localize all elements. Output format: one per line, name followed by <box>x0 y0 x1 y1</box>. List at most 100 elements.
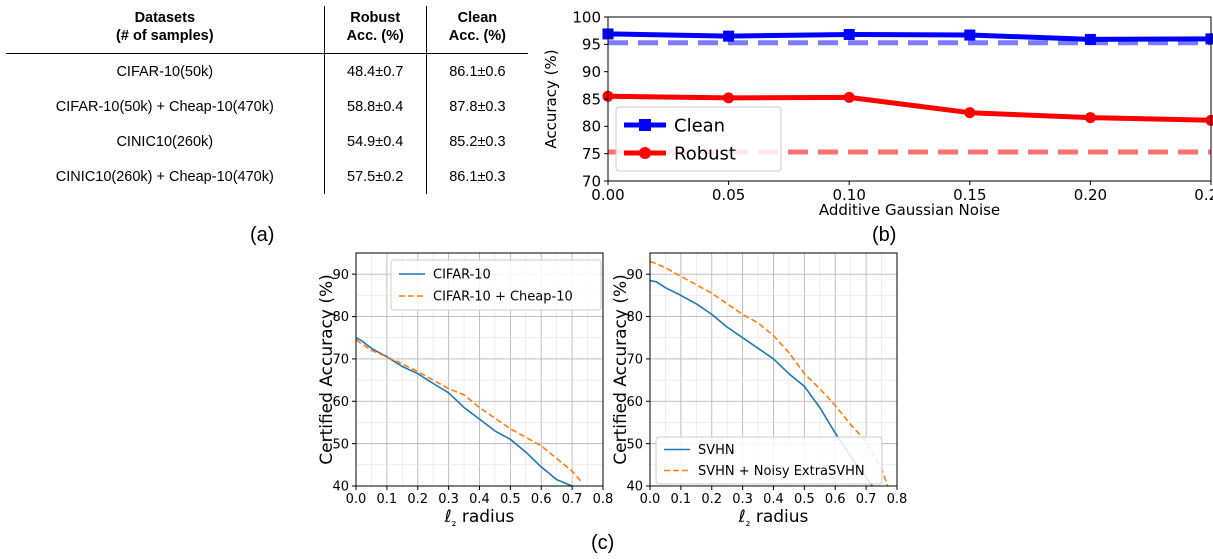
data-point <box>964 107 976 119</box>
cell-dataset: CIFAR-10(50k) + Cheap-10(470k) <box>55 98 274 115</box>
x-tick-label: 0.4 <box>469 492 490 507</box>
x-tick-label: 0.2 <box>407 492 428 507</box>
cell-clean: 87.8±0.3 <box>425 89 528 124</box>
y-tick-label: 95 <box>582 36 601 54</box>
x-tick-label: 0.05 <box>712 186 745 204</box>
data-point <box>723 92 735 104</box>
data-point <box>1205 33 1213 45</box>
series-line-robust <box>607 93 1212 123</box>
x-tick-label: 0.5 <box>500 492 521 507</box>
y-axis-label: Certified Accuracy (%) <box>612 274 631 465</box>
series-line-svhn-noisy-extrasvhn <box>649 260 889 487</box>
x-tick-label: 0.0 <box>640 492 661 507</box>
panel-label-b: (b) <box>872 224 897 246</box>
legend-label-robust: Robust <box>674 143 736 164</box>
y-axis-label: Accuracy (%) <box>542 49 560 148</box>
header-datasets: Datasets (# of samples) <box>116 10 214 44</box>
x-tick-label: 0.00 <box>591 186 624 204</box>
header-clean-acc: Clean Acc. (%) <box>425 6 528 54</box>
panel-label-c: (c) <box>591 532 615 554</box>
y-axis-label: Certified Accuracy (%) <box>318 274 337 465</box>
cell-robust: 54.9±0.4 <box>323 124 427 159</box>
y-tick-label: 90 <box>626 268 643 283</box>
data-point <box>843 28 855 40</box>
y-tick-label: 50 <box>332 437 349 452</box>
x-tick-label: 0.1 <box>377 492 398 507</box>
y-tick-label: 40 <box>626 480 643 495</box>
y-tick-label: 90 <box>332 268 349 283</box>
legend-box <box>390 259 602 311</box>
legend-marker <box>639 147 651 159</box>
data-point <box>1084 33 1096 45</box>
x-tick-label: 0.8 <box>887 492 908 507</box>
y-tick-label: 75 <box>582 145 601 163</box>
panel-label-a: (a) <box>250 224 275 246</box>
x-tick-label: 0.25 <box>1194 186 1213 204</box>
header-robust-acc: Robust Acc. (%) <box>323 6 427 54</box>
data-point <box>843 91 855 103</box>
cell-dataset: CINIC10(260k) <box>116 133 214 150</box>
x-tick-label: 0.3 <box>732 492 753 507</box>
x-tick-label: 0.8 <box>593 492 614 507</box>
y-tick-label: 80 <box>626 310 643 325</box>
table-row: CIFAR-10(50k) 48.4±0.7 86.1±0.6 <box>6 53 528 89</box>
table-row: CIFAR-10(50k) + Cheap-10(470k) 58.8±0.4 … <box>6 89 528 124</box>
y-tick-label: 50 <box>626 437 643 452</box>
x-tick-label: 0.15 <box>953 186 986 204</box>
legend-label-svhn: SVHN <box>698 443 735 458</box>
legend-box <box>655 436 883 485</box>
cell-clean: 86.1±0.6 <box>425 53 528 89</box>
x-axis-label: Additive Gaussian Noise <box>819 201 1000 219</box>
cell-clean: 85.2±0.3 <box>425 124 528 159</box>
legend-label-svhn-noisy-extrasvhn: SVHN + Noisy ExtraSVHN <box>698 464 865 479</box>
cell-robust: 48.4±0.7 <box>323 53 427 89</box>
data-point <box>1205 114 1213 126</box>
legend-label-cifar-10: CIFAR-10 <box>433 268 491 283</box>
legend-label-clean: Clean <box>674 115 725 136</box>
x-tick-label: 0.6 <box>825 492 846 507</box>
cell-robust: 58.8±0.4 <box>323 89 427 124</box>
y-tick-label: 80 <box>332 310 349 325</box>
x-tick-label: 0.20 <box>1074 186 1107 204</box>
x-tick-label: 0.7 <box>856 492 877 507</box>
svhn-certified-accuracy-chart: 0.0 0.1 0.2 0.3 0.4 0.5 0.6 0.7 0.8 40 50 60 70 80 90 ℓ… <box>612 252 908 529</box>
cell-dataset: CINIC10(260k) + Cheap-10(470k) <box>55 168 274 185</box>
cell-robust: 57.5±0.2 <box>323 159 427 194</box>
y-tick-label: 80 <box>582 118 601 136</box>
x-tick-label: 0.1 <box>671 492 692 507</box>
x-tick-label: 0.10 <box>832 186 865 204</box>
data-point <box>723 30 735 42</box>
cell-clean: 86.1±0.3 <box>425 159 528 194</box>
table-row: CINIC10(260k) + Cheap-10(470k) 57.5±0.2 … <box>6 159 528 194</box>
series-line-cifar-10 <box>355 336 573 487</box>
y-tick-label: 70 <box>582 172 601 190</box>
cifar-certified-accuracy-chart: 0.0 0.1 0.2 0.3 0.4 0.5 0.6 0.7 0.8 40 50 60 70 80 90 ℓ… <box>318 252 614 529</box>
noise-accuracy-chart: 0.00 0.05 0.10 0.15 0.20 0.25 70 75 80 85 90 95 100 A… <box>542 8 1213 219</box>
x-tick-label: 0.3 <box>438 492 459 507</box>
data-point <box>964 29 976 41</box>
x-tick-label: 0.0 <box>346 492 367 507</box>
x-axis-label: ℓ₂ radius <box>444 507 515 529</box>
x-axis-label: ℓ₂ radius <box>738 507 809 529</box>
series-line-cifar-10-cheap-10 <box>355 339 583 483</box>
x-tick-label: 0.2 <box>701 492 722 507</box>
y-tick-label: 70 <box>626 353 643 368</box>
y-tick-label: 60 <box>626 395 643 410</box>
results-table: Datasets (# of samples) Robust Acc. (%) Cl… <box>6 6 528 194</box>
y-tick-label: 70 <box>332 353 349 368</box>
y-tick-label: 40 <box>332 480 349 495</box>
x-tick-label: 0.5 <box>794 492 815 507</box>
legend-label-cifar-10-cheap-10: CIFAR-10 + Cheap-10 <box>433 290 573 305</box>
cell-dataset: CIFAR-10(50k) <box>116 63 214 80</box>
data-point <box>1084 112 1096 124</box>
y-tick-label: 85 <box>582 90 601 108</box>
y-tick-label: 60 <box>332 395 349 410</box>
x-tick-label: 0.6 <box>531 492 552 507</box>
x-tick-label: 0.7 <box>562 492 583 507</box>
x-tick-label: 0.4 <box>763 492 784 507</box>
y-tick-label: 90 <box>582 63 601 81</box>
series-line-clean <box>607 31 1212 42</box>
y-tick-label: 100 <box>572 8 601 26</box>
legend-marker <box>639 119 651 131</box>
table-header-row: Datasets (# of samples) Robust Acc. (%) Cl… <box>6 6 528 54</box>
